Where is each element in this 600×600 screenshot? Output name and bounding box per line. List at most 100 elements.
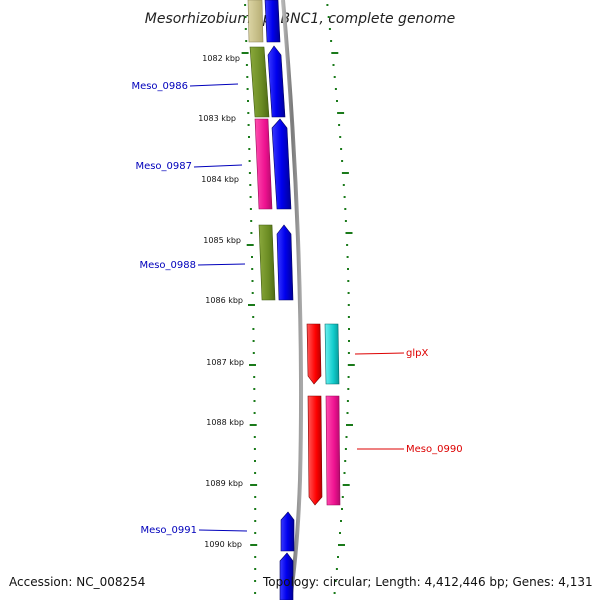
ruler-dot (346, 244, 349, 246)
ruler-dot (333, 592, 336, 594)
gene-label-meso-0986: Meso_0986 (131, 81, 188, 92)
ruler-major-tick (241, 52, 249, 54)
ruler-dot (341, 496, 344, 498)
gene-meso-0986 (249, 46, 270, 118)
ruler-dot (347, 316, 350, 318)
ruler-dot (336, 100, 338, 102)
ruler-dot (251, 268, 254, 270)
ruler-dot (346, 256, 349, 258)
ruler-major-tick (346, 424, 353, 426)
ruler-dot (347, 304, 350, 306)
right-ruler (326, 4, 355, 594)
ruler-dot (248, 172, 251, 174)
ruler-dot (247, 112, 250, 114)
ruler-dot (244, 16, 247, 18)
ruler-major-tick (345, 232, 353, 234)
ruler-dot (254, 568, 257, 570)
ruler-dot (345, 436, 348, 438)
ruler-dot (251, 280, 254, 282)
ruler-dot (252, 352, 255, 354)
forward-strand-genes (264, 0, 295, 600)
ruler-dot (347, 292, 350, 294)
ruler-major-tick (347, 364, 355, 366)
ruler-dot (346, 400, 349, 402)
ruler-dot (254, 520, 257, 522)
ruler-dot (252, 316, 255, 318)
gene-meso-0988 (258, 224, 276, 301)
topology-text: Topology: circular; Length: 4,412,446 bp… (262, 575, 593, 589)
ruler-dot (334, 580, 337, 582)
ruler-dot (252, 340, 255, 342)
ruler-major-tick (331, 52, 339, 54)
ruler-dot (344, 220, 347, 222)
ruler-dot (251, 256, 253, 258)
ruler-major-tick (248, 304, 255, 306)
ruler-dot (246, 88, 249, 90)
ruler-dot (254, 460, 256, 462)
gene-label-meso-0990: Meso_0990 (406, 444, 463, 455)
ruler-dot (343, 472, 346, 474)
ruler-dot (254, 496, 257, 498)
ruler-dot (347, 388, 350, 390)
ruler-dot (254, 556, 257, 558)
ruler-dot (254, 508, 257, 510)
ruler-dot (326, 4, 329, 6)
ruler-dot (348, 340, 350, 342)
ruler-dot (249, 196, 252, 198)
ruler-dot (341, 160, 344, 162)
kbp-label: 1088 kbp (206, 418, 244, 427)
gene-label-meso-0987: Meso_0987 (135, 161, 192, 172)
ruler-dot (339, 136, 342, 138)
ruler-dot (347, 268, 349, 270)
gene-red-0990 (307, 395, 323, 506)
ruler-dot (250, 220, 253, 222)
ruler-dot (254, 592, 257, 594)
kbp-label: 1089 kbp (205, 479, 243, 488)
ruler-dot (347, 352, 350, 354)
ruler-dot (250, 232, 253, 234)
gene-meso-0990 (325, 395, 341, 506)
ruler-dot (248, 160, 251, 162)
right-genes (306, 323, 341, 506)
ruler-dot (247, 124, 250, 126)
reverse-strand-genes (247, 0, 276, 301)
kbp-label: 1087 kbp (206, 358, 244, 367)
kbp-label: 1084 kbp (201, 175, 239, 184)
ruler-major-tick (341, 172, 349, 174)
ruler-major-tick (249, 364, 256, 366)
ruler-major-tick (337, 112, 345, 114)
ruler-major-tick (249, 424, 257, 426)
ruler-dot (245, 64, 248, 66)
map-title: Mesorhizobium sp. BNC1, complete genome (145, 11, 456, 27)
kbp-label: 1090 kbp (204, 540, 242, 549)
leader-line (189, 83, 239, 87)
kbp-label: 1083 kbp (198, 114, 236, 123)
ruler-dot (254, 580, 257, 582)
ruler-dot (328, 28, 331, 30)
ruler-dot (339, 532, 341, 534)
gene-glpx (324, 323, 340, 385)
ruler-dot (245, 40, 248, 42)
ruler-dot (343, 196, 346, 198)
ruler-dot (244, 28, 247, 30)
ruler-dot (253, 448, 256, 450)
ruler-dot (253, 376, 256, 378)
gene-glpx-red (306, 323, 322, 385)
ruler-dot (253, 388, 256, 390)
ruler-dot (248, 148, 251, 150)
gene-blue-0987 (271, 118, 292, 210)
ruler-dot (246, 76, 249, 78)
gene-label-meso-0988: Meso_0988 (139, 260, 196, 271)
ruler-dot (249, 184, 252, 186)
ruler-dot (332, 64, 335, 66)
ruler-major-tick (338, 544, 345, 546)
gene-khaki (247, 0, 264, 43)
left-ruler (241, 4, 258, 594)
gene-label-meso-0991: Meso_0991 (140, 525, 197, 536)
leader-line (198, 529, 248, 532)
gene-blue-0988 (276, 224, 294, 301)
ruler-dot (344, 460, 347, 462)
ruler-dot (247, 100, 249, 102)
ruler-dot (248, 136, 250, 138)
